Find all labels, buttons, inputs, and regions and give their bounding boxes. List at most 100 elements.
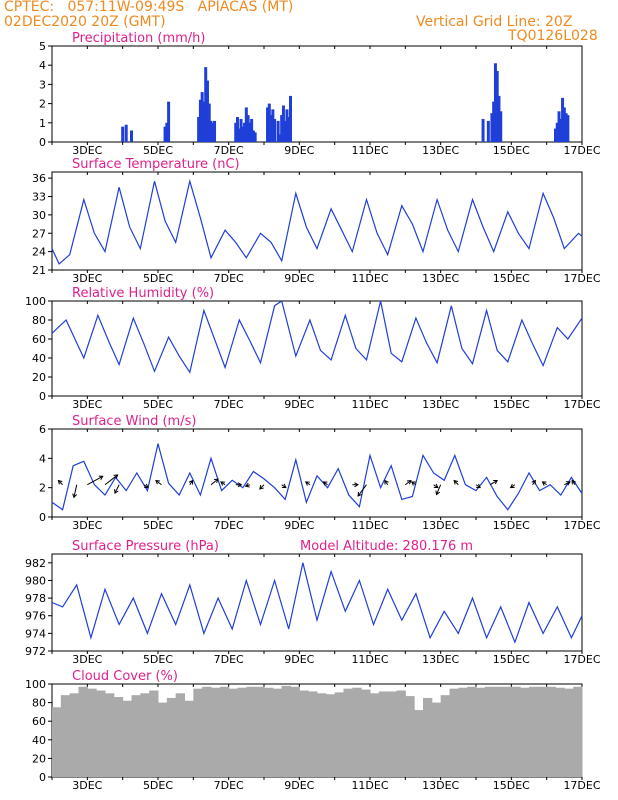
y-tick-label: 33: [32, 191, 46, 204]
wind-vector-head: [357, 491, 362, 497]
x-tick-label: 15DEC: [493, 144, 530, 157]
x-tick-label: 9DEC: [284, 653, 314, 666]
precip-bar: [244, 107, 248, 142]
cloud-bar: [149, 690, 159, 777]
precip-bar: [566, 115, 570, 142]
precip-bar: [283, 120, 287, 142]
cloud-bar: [449, 688, 459, 777]
y-tick-label: 40: [32, 352, 46, 365]
cloud-bar: [343, 688, 353, 777]
precip-bar: [246, 115, 250, 142]
wind-vector-head: [493, 480, 498, 485]
panel-title: Cloud Cover (%): [72, 669, 178, 684]
wind-vector-head: [322, 481, 328, 486]
cloud-bar: [361, 689, 371, 777]
cloud-bar: [511, 686, 521, 777]
y-tick-label: 60: [32, 715, 46, 728]
precip-bar: [266, 107, 270, 142]
cloud-bar: [458, 687, 468, 777]
cloud-bar: [484, 686, 495, 777]
precip-bar: [243, 122, 247, 142]
wind-vector-head: [98, 475, 104, 481]
precip-bar: [207, 103, 211, 142]
x-tick-label: 5DEC: [143, 272, 173, 285]
precip-bar: [237, 128, 241, 142]
panel-subtitle: Model Altitude: 280.176 m: [300, 539, 473, 554]
panel-title: Surface Pressure (hPa): [72, 539, 219, 554]
precip-bar: [124, 124, 128, 142]
cloud-bar: [414, 710, 424, 777]
wind-vector: [564, 481, 571, 486]
wind-vector-head: [571, 479, 576, 485]
wind-vector-head: [531, 479, 536, 485]
y-tick-label: 20: [32, 752, 46, 765]
y-tick-label: 5: [39, 40, 46, 53]
cloud-bar: [405, 696, 415, 777]
cloud-bar: [131, 695, 141, 777]
wind-vector: [453, 480, 459, 486]
y-tick-label: 30: [32, 209, 46, 222]
header-datetime: 02DEC2020 20Z (GMT): [4, 14, 166, 30]
y-tick-label: 978: [25, 592, 46, 605]
wind-vector: [436, 484, 442, 495]
header-code: TQ0126L028: [508, 28, 598, 44]
cloud-bar: [290, 686, 300, 777]
precip-bar: [271, 109, 275, 142]
series-line: [51, 562, 583, 644]
wind-vector: [405, 480, 412, 486]
precip-bar: [490, 113, 494, 142]
cloud-bar: [184, 700, 194, 777]
cloud-bar: [87, 688, 97, 777]
precip-bar: [269, 115, 273, 142]
precip-bar: [163, 126, 167, 142]
wind-vector-head: [476, 483, 482, 489]
x-tick-label: 7DEC: [214, 144, 244, 157]
precip-bar: [121, 126, 125, 142]
cloud-bar: [537, 686, 548, 777]
y-tick-label: 36: [32, 172, 46, 185]
x-tick-label: 7DEC: [214, 653, 244, 666]
y-tick-label: 4: [39, 452, 46, 465]
cloud-bar: [211, 687, 221, 777]
x-tick-label: 15DEC: [493, 519, 530, 532]
y-tick-label: 0: [39, 771, 46, 784]
precip-bar: [267, 103, 271, 142]
precip-bar: [486, 120, 490, 142]
precip-bar: [561, 97, 565, 142]
x-tick-label: 13DEC: [422, 519, 459, 532]
precip-bar: [198, 99, 202, 142]
y-tick-label: 20: [32, 371, 46, 384]
y-tick-label: 972: [25, 645, 46, 658]
cloud-bar: [476, 687, 486, 777]
x-tick-label: 5DEC: [143, 144, 173, 157]
panel-title: Precipitation (mm/h): [72, 31, 205, 46]
precip-bar: [253, 132, 257, 142]
y-tick-label: 80: [32, 314, 46, 327]
cloud-bar: [96, 690, 106, 777]
header-station: CPTEC: 057:11W-09:49S APIACAS (MT): [4, 0, 294, 15]
cloud-bar: [78, 686, 88, 777]
wind-vector-head: [281, 483, 287, 489]
y-tick-label: 2: [39, 482, 46, 495]
precip-bar: [481, 118, 485, 142]
cloud-bar: [352, 687, 362, 777]
precip-bar: [557, 111, 561, 142]
x-tick-label: 15DEC: [493, 779, 530, 792]
precip-bar: [236, 117, 239, 142]
wind-vector: [210, 478, 219, 486]
wind-vector-head: [237, 482, 243, 488]
wind-vector-head: [114, 489, 119, 495]
x-tick-label: 17DEC: [563, 653, 600, 666]
cloud-bar: [396, 690, 406, 777]
precip-bar: [130, 130, 133, 142]
wind-vector: [114, 484, 120, 494]
wind-vector-head: [259, 484, 264, 490]
wind-vector: [259, 484, 265, 490]
y-tick-label: 80: [32, 697, 46, 710]
x-tick-label: 13DEC: [422, 144, 459, 157]
x-tick-label: 11DEC: [351, 653, 388, 666]
precip-bar: [250, 118, 254, 142]
cloud-bar: [228, 688, 238, 777]
y-tick-label: 982: [25, 557, 46, 570]
